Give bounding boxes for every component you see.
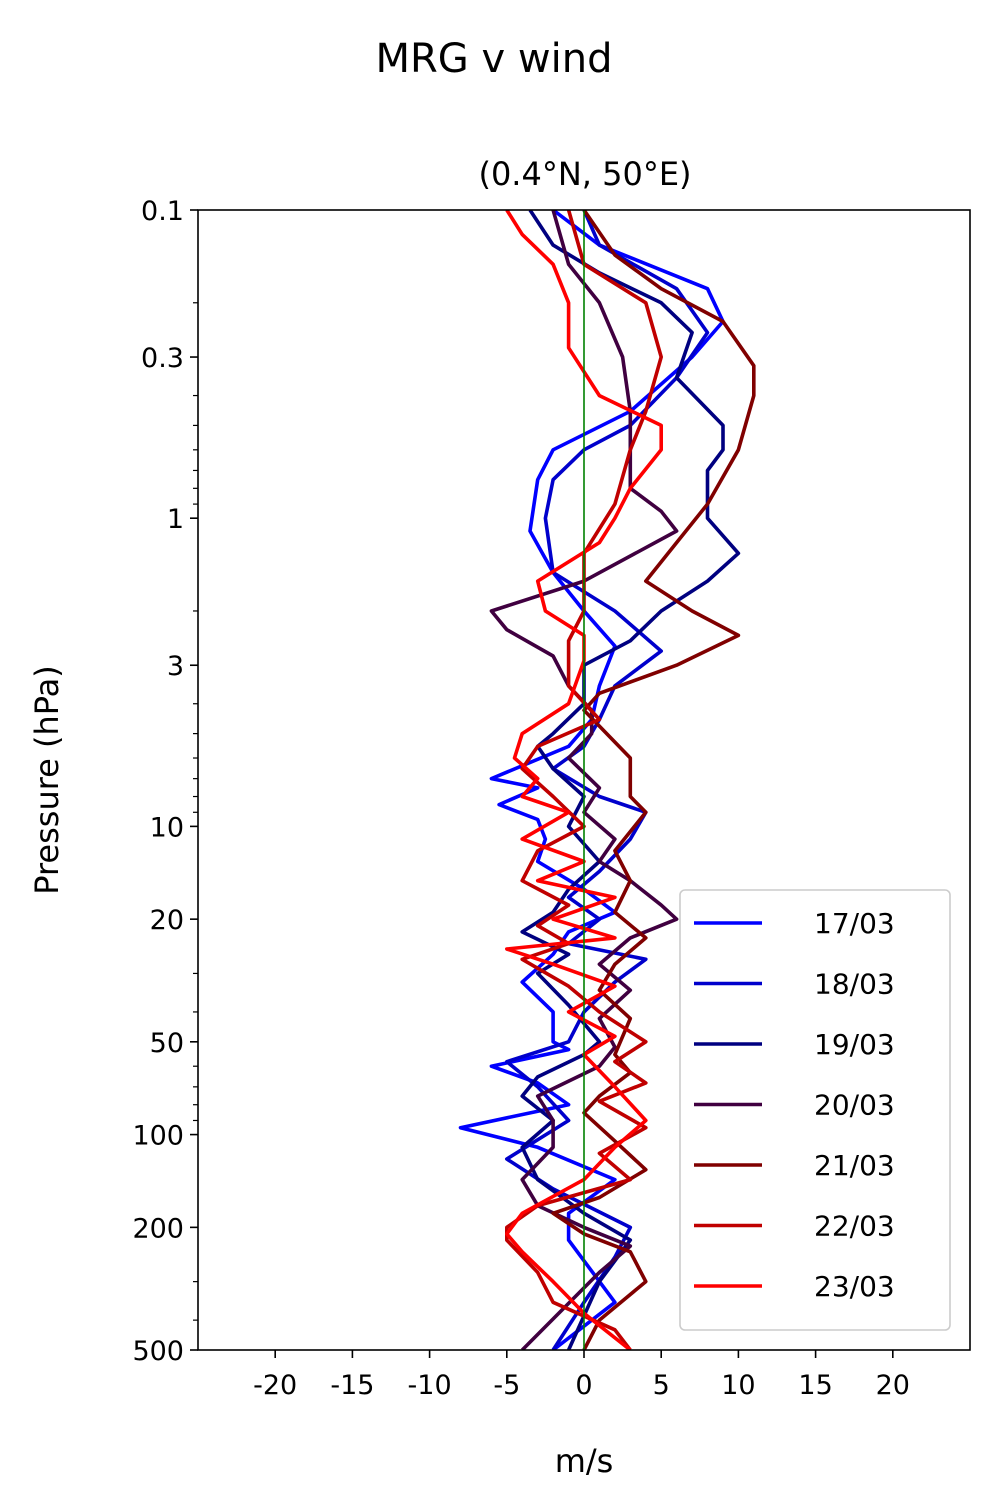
x-tick-label: 15 [798,1370,832,1401]
series-line-20-03 [489,210,679,1350]
y-tick-label: 200 [132,1213,184,1244]
y-tick-label: 50 [150,1028,184,1059]
legend-label: 21/03 [814,1149,895,1182]
y-tick-label: 10 [150,812,184,843]
y-tick-label: 100 [132,1121,184,1152]
x-tick-label: -5 [493,1370,520,1401]
y-axis-label: Pressure (hPa) [28,665,66,895]
x-axis-label: m/s [555,1442,614,1480]
x-tick-label: -10 [408,1370,452,1401]
y-tick-label: 0.3 [141,343,184,374]
y-tick-label: 3 [167,651,184,682]
x-tick-label: -15 [330,1370,374,1401]
y-axis: 0.1 0.3 1 3 10 20 50 100 200 500 [132,196,198,1367]
legend-label: 19/03 [814,1028,895,1061]
x-tick-label: 20 [876,1370,910,1401]
series-line-22-03 [504,210,664,1350]
legend-label: 17/03 [814,907,895,940]
x-tick-label: 10 [721,1370,755,1401]
chart-title: MRG v wind [376,36,613,82]
y-tick-label: 1 [167,504,184,535]
x-tick-label: 0 [575,1370,592,1401]
series-line-17-03 [458,210,725,1350]
x-tick-label: 5 [653,1370,670,1401]
legend: 17/03 18/03 19/03 20/03 21/03 22/03 23/03 [679,889,951,1331]
legend-label: 20/03 [814,1089,895,1122]
legend-label: 22/03 [814,1210,895,1243]
y-tick-label: 500 [132,1336,184,1367]
x-axis: -20 -15 -10 -5 0 5 10 15 20 [253,1350,910,1401]
chart-subtitle: (0.4°N, 50°E) [478,155,691,193]
x-tick-label: -20 [253,1370,297,1401]
y-tick-label: 20 [150,905,184,936]
series-line-23-03 [504,210,664,1350]
series-line-18-03 [504,210,710,1350]
legend-box [679,889,951,1331]
y-tick-label: 0.1 [141,196,184,227]
legend-label: 18/03 [814,968,895,1001]
legend-label: 23/03 [814,1270,895,1303]
series-line-21-03 [551,210,756,1350]
